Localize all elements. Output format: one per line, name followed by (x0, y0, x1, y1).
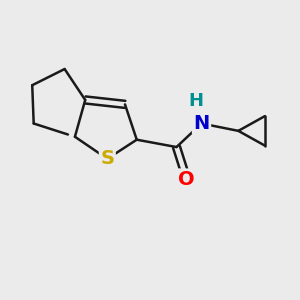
Text: H: H (188, 92, 203, 110)
Text: S: S (100, 149, 114, 168)
Text: N: N (194, 114, 210, 133)
Text: O: O (178, 170, 195, 189)
